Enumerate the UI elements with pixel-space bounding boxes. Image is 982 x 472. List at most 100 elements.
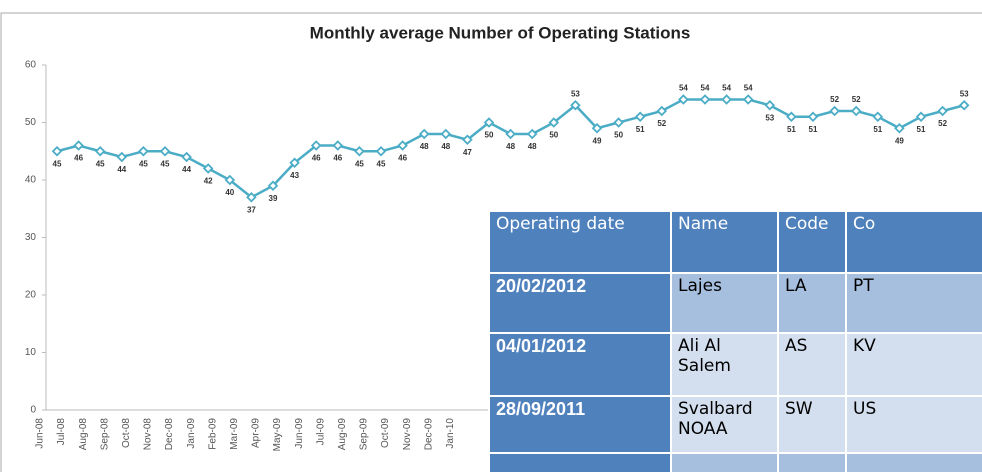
- data-label: 50: [485, 131, 494, 140]
- data-label: 47: [463, 148, 472, 157]
- y-tick-label: 10: [25, 347, 37, 358]
- data-label: 48: [506, 142, 515, 151]
- marker: [958, 99, 970, 111]
- data-label: 46: [74, 154, 83, 163]
- data-label: 54: [744, 84, 753, 93]
- cell: AS: [777, 332, 847, 397]
- marker: [678, 94, 689, 105]
- data-label: 49: [895, 136, 904, 145]
- x-tick-label: Aug-09: [337, 418, 348, 451]
- cell: [777, 452, 847, 472]
- x-tick-label: Nov-09: [402, 418, 413, 451]
- header-cell: Co: [845, 210, 982, 274]
- y-tick-label: 30: [25, 232, 37, 243]
- data-label: 48: [528, 142, 537, 151]
- marker: [181, 151, 192, 163]
- x-tick-label: Jul-09: [315, 418, 326, 446]
- marker: [548, 117, 560, 128]
- data-label: 52: [938, 119, 947, 128]
- marker: [742, 94, 754, 105]
- x-tick-label: Oct-08: [121, 418, 132, 448]
- row: 20/02/2012 Lajes LA PT: [488, 272, 982, 334]
- marker: [332, 140, 344, 151]
- data-label: 48: [420, 142, 429, 151]
- marker: [807, 111, 819, 123]
- row: 04/01/2012 Ali Al Salem AS KV: [488, 332, 982, 397]
- date-cell: 20/02/2012: [488, 272, 672, 334]
- data-label: 53: [960, 89, 969, 98]
- data-label: 52: [830, 95, 839, 104]
- table-container: Operating date Name Code Co 20/02/2012 L…: [488, 210, 982, 472]
- data-label: 54: [701, 84, 710, 93]
- marker: [116, 151, 128, 163]
- y-tick-label: 20: [25, 290, 37, 301]
- marker: [786, 111, 797, 123]
- marker: [570, 99, 581, 111]
- data-label: 53: [571, 89, 580, 98]
- marker: [94, 145, 106, 157]
- data-label: 46: [398, 154, 407, 163]
- cell: KV: [845, 332, 982, 397]
- data-label: 51: [873, 125, 882, 134]
- data-label: 51: [917, 125, 926, 134]
- x-tick-label: Sep-08: [99, 418, 110, 451]
- marker: [138, 145, 149, 157]
- cell: Svalbard NOAA: [670, 395, 779, 454]
- marker: [224, 174, 236, 186]
- marker: [505, 128, 516, 140]
- marker: [418, 128, 430, 140]
- data-label: 45: [355, 159, 364, 168]
- marker: [354, 145, 365, 157]
- x-tick-label: Dec-09: [423, 418, 434, 451]
- cell: Lajes: [670, 272, 779, 334]
- marker: [73, 140, 84, 151]
- data-label: 37: [247, 205, 256, 214]
- header-cell: Name: [670, 210, 779, 274]
- date-cell: [488, 452, 672, 472]
- data-label: 52: [852, 95, 861, 104]
- data-label: 50: [549, 131, 558, 140]
- marker: [656, 105, 668, 117]
- data-label: 46: [333, 154, 342, 163]
- x-tick-label: Apr-09: [251, 418, 262, 448]
- cell: SW: [777, 395, 847, 454]
- data-label: 49: [593, 136, 602, 145]
- x-tick-label: Sep-09: [359, 418, 370, 451]
- data-label: 45: [161, 159, 170, 168]
- x-tick-label: Mar-09: [229, 418, 240, 450]
- data-label: 44: [117, 165, 126, 174]
- y-tick-label: 50: [25, 117, 37, 128]
- x-tick-label: Jan-09: [186, 418, 197, 449]
- marker: [246, 191, 257, 203]
- y-tick-label: 40: [25, 175, 37, 186]
- marker: [462, 134, 473, 146]
- marker: [51, 145, 63, 157]
- data-label: 43: [290, 171, 299, 180]
- y-tick-label: 0: [30, 405, 36, 416]
- data-label: 54: [722, 84, 731, 93]
- marker: [894, 122, 905, 134]
- marker: [440, 128, 452, 140]
- data-label: 45: [53, 159, 62, 168]
- marker: [202, 163, 214, 174]
- row: [488, 452, 982, 472]
- header-cell: Code: [777, 210, 847, 274]
- chart-title: Monthly average Number of Operating Stat…: [310, 23, 691, 42]
- data-label: 52: [657, 119, 666, 128]
- x-tick-label: Aug-08: [78, 418, 89, 451]
- x-tick-label: Oct-09: [380, 418, 391, 448]
- data-label: 50: [614, 131, 623, 140]
- marker: [375, 145, 387, 157]
- table: Operating date Name Code Co 20/02/2012 L…: [488, 210, 982, 472]
- marker: [310, 140, 322, 151]
- marker: [850, 105, 862, 117]
- marker: [483, 117, 495, 128]
- marker: [699, 94, 711, 105]
- marker: [289, 157, 300, 169]
- cell: [845, 452, 982, 472]
- marker: [397, 140, 408, 151]
- data-label: 39: [269, 194, 278, 203]
- marker: [829, 105, 840, 117]
- data-label: 51: [809, 125, 818, 134]
